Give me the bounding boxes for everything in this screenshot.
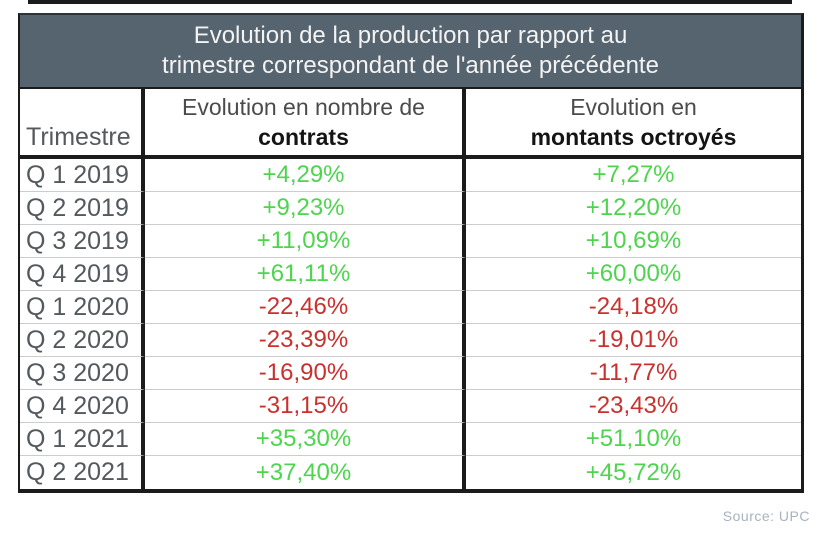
contracts-value-cell: -31,15% xyxy=(145,390,466,423)
quarter-cell: Q 2 2019 xyxy=(20,192,145,225)
amounts-value-cell: +12,20% xyxy=(466,192,801,225)
amounts-value-cell: -19,01% xyxy=(466,324,801,357)
column-header-row: Trimestre Evolution en nombre de contrat… xyxy=(20,89,801,159)
table-row: Q 1 2020 -22,46% -24,18% xyxy=(20,291,801,324)
table-row: Q 3 2020 -16,90% -11,77% xyxy=(20,357,801,390)
contracts-value-cell: +35,30% xyxy=(145,423,466,456)
contracts-value-cell: -16,90% xyxy=(145,357,466,390)
column-header-amounts-line2: montants octroyés xyxy=(530,124,737,150)
quarter-cell: Q 3 2019 xyxy=(20,225,145,258)
quarter-cell: Q 1 2021 xyxy=(20,423,145,456)
contracts-value-cell: +37,40% xyxy=(145,456,466,489)
column-header-trimestre: Trimestre xyxy=(20,89,145,155)
table-row: Q 2 2020 -23,39% -19,01% xyxy=(20,324,801,357)
source-label: Source: UPC xyxy=(722,508,810,524)
amounts-value-cell: +10,69% xyxy=(466,225,801,258)
quarter-cell: Q 3 2020 xyxy=(20,357,145,390)
amounts-value-cell: -23,43% xyxy=(466,390,801,423)
contracts-value-cell: +61,11% xyxy=(145,258,466,291)
production-evolution-table: Evolution de la production par rapport a… xyxy=(18,13,804,493)
column-header-contracts-line2: contrats xyxy=(258,124,349,150)
table-row: Q 3 2019 +11,09% +10,69% xyxy=(20,225,801,258)
column-header-amounts: Evolution en montants octroyés xyxy=(466,89,801,155)
table-row: Q 4 2020 -31,15% -23,43% xyxy=(20,390,801,423)
quarter-cell: Q 1 2020 xyxy=(20,291,145,324)
top-border-line xyxy=(28,0,792,4)
column-header-amounts-line1: Evolution en xyxy=(570,94,697,120)
contracts-value-cell: -22,46% xyxy=(145,291,466,324)
table-title-line2: trimestre correspondant de l'année précé… xyxy=(162,52,659,79)
contracts-value-cell: +9,23% xyxy=(145,192,466,225)
table-title-banner: Evolution de la production par rapport a… xyxy=(20,15,801,89)
column-header-contracts: Evolution en nombre de contrats xyxy=(145,89,466,155)
table-row: Q 4 2019 +61,11% +60,00% xyxy=(20,258,801,291)
contracts-value-cell: +11,09% xyxy=(145,225,466,258)
contracts-value-cell: -23,39% xyxy=(145,324,466,357)
amounts-value-cell: -24,18% xyxy=(466,291,801,324)
column-header-trimestre-label: Trimestre xyxy=(26,123,131,151)
quarter-cell: Q 2 2021 xyxy=(20,456,145,489)
quarter-cell: Q 1 2019 xyxy=(20,159,145,192)
column-header-contracts-line1: Evolution en nombre de xyxy=(182,94,425,120)
table-row: Q 2 2019 +9,23% +12,20% xyxy=(20,192,801,225)
amounts-value-cell: -11,77% xyxy=(466,357,801,390)
table-title-line1: Evolution de la production par rapport a… xyxy=(193,22,628,49)
table-row: Q 2 2021 +37,40% +45,72% xyxy=(20,456,801,489)
amounts-value-cell: +45,72% xyxy=(585,458,682,486)
table-row: Q 1 2019 +4,29% +7,27% xyxy=(20,159,801,192)
amounts-value-cell: +7,27% xyxy=(466,159,801,192)
contracts-value-cell: +4,29% xyxy=(145,159,466,192)
quarter-cell: Q 4 2020 xyxy=(20,390,145,423)
quarter-cell: Q 4 2019 xyxy=(20,258,145,291)
amounts-value-cell: +60,00% xyxy=(466,258,801,291)
quarter-cell: Q 2 2020 xyxy=(20,324,145,357)
table-row: Q 1 2021 +35,30% +51,10% xyxy=(20,423,801,456)
amounts-value-cell: +51,10% xyxy=(466,423,801,456)
